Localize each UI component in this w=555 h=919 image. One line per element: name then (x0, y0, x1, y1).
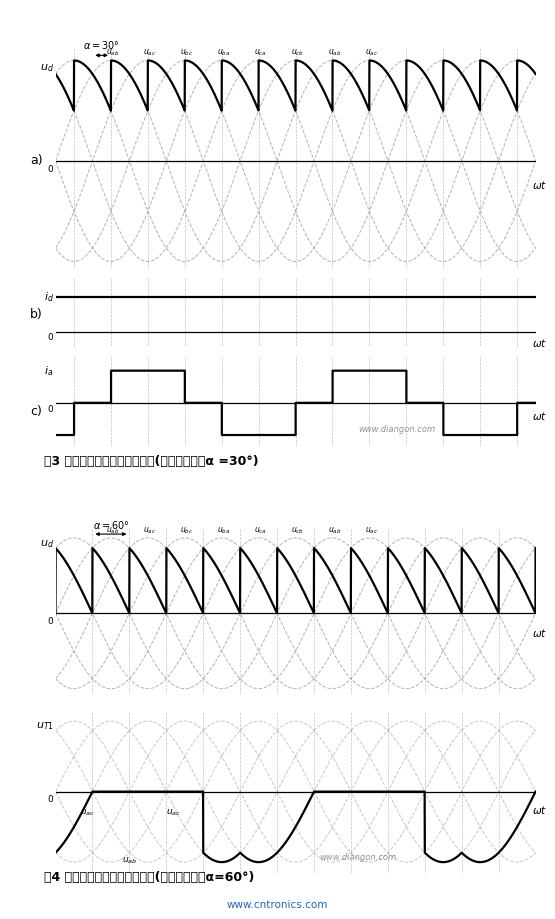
Text: $u_{bc}$: $u_{bc}$ (180, 526, 193, 536)
Text: b): b) (30, 308, 43, 321)
Text: $\alpha=30°$: $\alpha=30°$ (83, 39, 120, 51)
Text: 0: 0 (47, 617, 53, 626)
Text: www.cntronics.com: www.cntronics.com (227, 900, 328, 910)
Text: www.diangon.com: www.diangon.com (358, 425, 435, 434)
Text: $u_{ab}$: $u_{ab}$ (122, 856, 137, 867)
Text: 图4 三相桥式全控整流电路波形(电感性负载，α=60°): 图4 三相桥式全控整流电路波形(电感性负载，α=60°) (44, 871, 255, 884)
Text: $u_d$: $u_d$ (40, 62, 54, 74)
Text: a): a) (30, 154, 42, 167)
Text: $u_{ac}$: $u_{ac}$ (365, 47, 377, 58)
Text: 0: 0 (47, 165, 53, 175)
Text: $u_{ab}$: $u_{ab}$ (327, 47, 341, 58)
Text: $u_{bc}$: $u_{bc}$ (180, 47, 193, 58)
Text: $i_a$: $i_a$ (44, 364, 54, 378)
Text: $u_{ab}$: $u_{ab}$ (106, 47, 119, 58)
Text: $u_{ac}$: $u_{ac}$ (143, 526, 156, 536)
Text: $u_{ac}$: $u_{ac}$ (80, 807, 95, 818)
Text: www.diangon.com: www.diangon.com (320, 853, 397, 862)
Text: $u_{ba}$: $u_{ba}$ (217, 47, 230, 58)
Text: $u_{T1}$: $u_{T1}$ (36, 720, 54, 732)
Text: $u_{ca}$: $u_{ca}$ (254, 47, 267, 58)
Text: 0: 0 (47, 795, 53, 804)
Text: $u_{cb}$: $u_{cb}$ (291, 526, 304, 536)
Text: $u_{ca}$: $u_{ca}$ (254, 526, 267, 536)
Text: $\omega t$: $\omega t$ (532, 804, 547, 816)
Text: $u_{ac}$: $u_{ac}$ (143, 47, 156, 58)
Text: c): c) (30, 405, 42, 418)
Text: $\omega t$: $\omega t$ (532, 178, 547, 190)
Text: $i_d$: $i_d$ (44, 290, 54, 304)
Text: $\omega t$: $\omega t$ (532, 410, 547, 422)
Text: 图3 三相桥式全控整流电路波形(电感性负载，α =30°): 图3 三相桥式全控整流电路波形(电感性负载，α =30°) (44, 455, 259, 469)
Text: $u_d$: $u_d$ (40, 538, 54, 550)
Text: $u_{ab}$: $u_{ab}$ (327, 526, 341, 536)
Text: $\omega t$: $\omega t$ (532, 627, 547, 639)
Text: 0: 0 (47, 333, 53, 342)
Text: $u_{ac}$: $u_{ac}$ (365, 526, 377, 536)
Text: $\omega t$: $\omega t$ (532, 337, 547, 349)
Text: $u_{ab}$: $u_{ab}$ (106, 526, 119, 536)
Text: $\alpha=60°$: $\alpha=60°$ (93, 518, 129, 530)
Text: 0: 0 (47, 404, 53, 414)
Text: $u_{ac}$: $u_{ac}$ (165, 807, 180, 818)
Text: $u_{ba}$: $u_{ba}$ (217, 526, 230, 536)
Text: $u_{cb}$: $u_{cb}$ (291, 47, 304, 58)
